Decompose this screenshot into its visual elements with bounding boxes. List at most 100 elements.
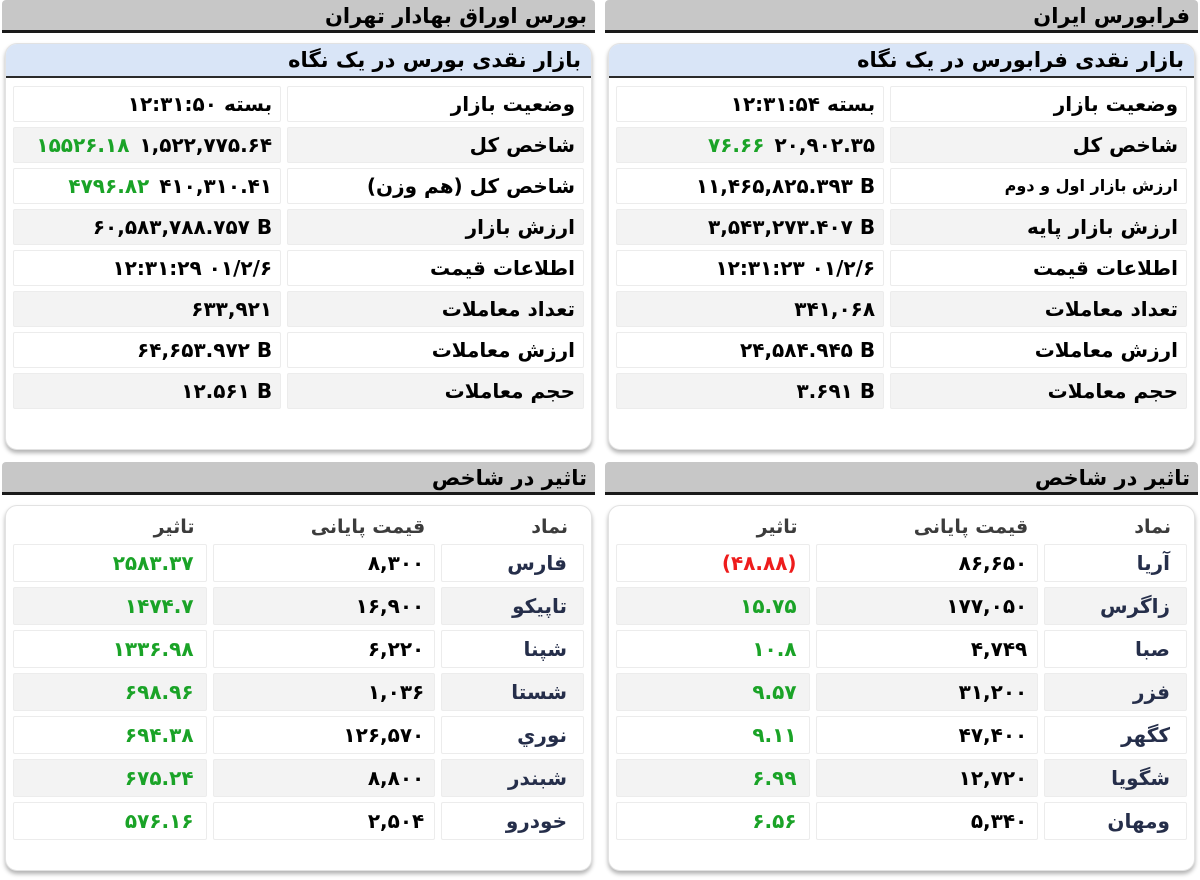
row-label: اطلاعات قیمت	[890, 250, 1187, 286]
symbol-link[interactable]: زاگرس	[1044, 587, 1187, 625]
impact-row: آریا ۸۶,۶۵۰ (۴۸.۸۸)	[616, 544, 1187, 582]
impact-row: ومهان ۵,۳۴۰ ۶.۵۶	[616, 802, 1187, 840]
summary-row: حجم معاملات ۳.۶۹۱ B	[616, 373, 1187, 409]
tse-summary-rows: وضعیت بازار ۱۲:۳۱:۵۰ بسته شاخص کل ۱۵۵۲۶.۱۸ ۱…	[6, 78, 591, 409]
closing-price: ۸,۳۰۰	[212, 544, 436, 582]
symbol-link[interactable]: ومهان	[1044, 802, 1187, 840]
summary-row: ارزش معاملات ۲۴,۵۸۴.۹۴۵ B	[616, 332, 1187, 368]
closing-price: ۴۷,۴۰۰	[815, 716, 1039, 754]
index-impact: ۱۵.۷۵	[616, 587, 810, 625]
row-value: ۱۲:۳۱:۲۹ ۰۱/۲/۶	[13, 250, 282, 286]
row-label: ارزش بازار پایه	[890, 209, 1187, 245]
index-impact: ۱۴۷۴.۷	[13, 587, 207, 625]
row-label: تعداد معاملات	[287, 291, 584, 327]
index-impact: ۶۷۵.۲۴	[13, 759, 207, 797]
summary-row: تعداد معاملات ۳۴۱,۰۶۸	[616, 291, 1187, 327]
summary-row: شاخص کل ۷۶.۶۶ ۲۰,۹۰۲.۳۵	[616, 127, 1187, 163]
row-value: ۱۲:۳۱:۲۳ ۰۱/۲/۶	[616, 250, 885, 286]
index-change: ۷۶.۶۶	[708, 133, 765, 157]
closing-price: ۱۷۷,۰۵۰	[815, 587, 1039, 625]
summary-row: ارزش بازار ۶۰,۵۸۳,۷۸۸.۷۵۷ B	[13, 209, 584, 245]
closing-price: ۴,۷۴۹	[815, 630, 1039, 668]
ifb-column: فرابورس ایران بازار نقدی فرابورس در یک ن…	[605, 0, 1198, 871]
column-header-symbol: نماد	[531, 516, 568, 538]
impact-row: فارس ۸,۳۰۰ ۲۵۸۳.۳۷	[13, 544, 584, 582]
ifb-summary-title: بازار نقدی فرابورس در یک نگاه	[609, 44, 1194, 78]
row-value: ۱۲:۳۱:۵۴ بسته	[616, 86, 885, 122]
row-label: حجم معاملات	[287, 373, 584, 409]
symbol-link[interactable]: فارس	[441, 544, 584, 582]
closing-price: ۱۲,۷۲۰	[815, 759, 1039, 797]
row-value: ۱۱,۴۶۵,۸۲۵.۳۹۳ B	[616, 168, 885, 204]
ifb-summary-card: بازار نقدی فرابورس در یک نگاه وضعیت بازا…	[608, 43, 1195, 450]
index-impact: ۲۵۸۳.۳۷	[13, 544, 207, 582]
summary-row: تعداد معاملات ۶۳۳,۹۲۱	[13, 291, 584, 327]
index-impact: ۶۹۸.۹۶	[13, 673, 207, 711]
symbol-link[interactable]: کگهر	[1044, 716, 1187, 754]
tse-impact-section-bar: تاثیر در شاخص	[2, 462, 595, 495]
tse-summary-title: بازار نقدی بورس در یک نگاه	[6, 44, 591, 78]
column-header-impact: تاثیر	[756, 516, 798, 538]
impact-row: شبندر ۸,۸۰۰ ۶۷۵.۲۴	[13, 759, 584, 797]
ifb-impact-header-row: نماد قیمت پایانی تاثیر	[616, 514, 1187, 540]
row-value: ۱۵۵۲۶.۱۸ ۱,۵۲۲,۷۷۵.۶۴	[13, 127, 282, 163]
index-value: ۱,۵۲۲,۷۷۵.۶۴	[139, 133, 273, 157]
row-label: اطلاعات قیمت	[287, 250, 584, 286]
index-value: ۲۰,۹۰۲.۳۵	[774, 133, 876, 157]
row-value: ۷۶.۶۶ ۲۰,۹۰۲.۳۵	[616, 127, 885, 163]
row-label: وضعیت بازار	[287, 86, 584, 122]
index-impact: ۱۰.۸	[616, 630, 810, 668]
closing-price: ۶,۲۲۰	[212, 630, 436, 668]
row-label: حجم معاملات	[890, 373, 1187, 409]
summary-row: شاخص کل ۱۵۵۲۶.۱۸ ۱,۵۲۲,۷۷۵.۶۴	[13, 127, 584, 163]
impact-row: خودرو ۲,۵۰۴ ۵۷۶.۱۶	[13, 802, 584, 840]
row-value: ۱۲:۳۱:۵۰ بسته	[13, 86, 282, 122]
symbol-link[interactable]: فزر	[1044, 673, 1187, 711]
row-label: شاخص کل	[287, 127, 584, 163]
summary-row: اطلاعات قیمت ۱۲:۳۱:۲۳ ۰۱/۲/۶	[616, 250, 1187, 286]
index-impact: (۴۸.۸۸)	[616, 544, 810, 582]
symbol-link[interactable]: شگویا	[1044, 759, 1187, 797]
index-impact: ۶۹۴.۳۸	[13, 716, 207, 754]
closing-price: ۲,۵۰۴	[212, 802, 436, 840]
symbol-link[interactable]: خودرو	[441, 802, 584, 840]
impact-row: شگویا ۱۲,۷۲۰ ۶.۹۹	[616, 759, 1187, 797]
row-label: تعداد معاملات	[890, 291, 1187, 327]
row-label: ارزش بازار اول و دوم	[890, 168, 1187, 204]
closing-price: ۱۲۶,۵۷۰	[212, 716, 436, 754]
row-label: شاخص کل	[890, 127, 1187, 163]
summary-row: وضعیت بازار ۱۲:۳۱:۵۴ بسته	[616, 86, 1187, 122]
impact-row: شستا ۱,۰۳۶ ۶۹۸.۹۶	[13, 673, 584, 711]
impact-row: زاگرس ۱۷۷,۰۵۰ ۱۵.۷۵	[616, 587, 1187, 625]
symbol-link[interactable]: شستا	[441, 673, 584, 711]
symbol-link[interactable]: نوري	[441, 716, 584, 754]
closing-price: ۸,۸۰۰	[212, 759, 436, 797]
closing-price: ۵,۳۴۰	[815, 802, 1039, 840]
symbol-link[interactable]: شبندر	[441, 759, 584, 797]
symbol-link[interactable]: صبا	[1044, 630, 1187, 668]
ifb-impact-rows: آریا ۸۶,۶۵۰ (۴۸.۸۸) زاگرس ۱۷۷,۰۵۰ ۱۵.۷۵ صبا ۴,۷…	[616, 544, 1187, 840]
row-value: ۶۰,۵۸۳,۷۸۸.۷۵۷ B	[13, 209, 282, 245]
symbol-link[interactable]: شپنا	[441, 630, 584, 668]
index-impact: ۵۷۶.۱۶	[13, 802, 207, 840]
row-value: ۶۳۳,۹۲۱	[13, 291, 282, 327]
row-value: ۶۴,۶۵۳.۹۷۲ B	[13, 332, 282, 368]
tse-column: بورس اوراق بهادار تهران بازار نقدی بورس …	[2, 0, 595, 871]
row-value: ۱۲.۵۶۱ B	[13, 373, 282, 409]
column-header-closing-price: قیمت پایانی	[310, 516, 426, 538]
symbol-link[interactable]: تاپیکو	[441, 587, 584, 625]
impact-row: فزر ۳۱,۲۰۰ ۹.۵۷	[616, 673, 1187, 711]
summary-row: وضعیت بازار ۱۲:۳۱:۵۰ بسته	[13, 86, 584, 122]
closing-price: ۳۱,۲۰۰	[815, 673, 1039, 711]
closing-price: ۱۶,۹۰۰	[212, 587, 436, 625]
symbol-link[interactable]: آریا	[1044, 544, 1187, 582]
row-value: ۲۴,۵۸۴.۹۴۵ B	[616, 332, 885, 368]
row-value: ۳,۵۴۳,۲۷۳.۴۰۷ B	[616, 209, 885, 245]
impact-row: شپنا ۶,۲۲۰ ۱۳۳۶.۹۸	[13, 630, 584, 668]
ifb-summary-rows: وضعیت بازار ۱۲:۳۱:۵۴ بسته شاخص کل ۷۶.۶۶ ۲۰,۹…	[609, 78, 1194, 409]
tse-header-bar: بورس اوراق بهادار تهران	[2, 0, 595, 33]
impact-row: تاپیکو ۱۶,۹۰۰ ۱۴۷۴.۷	[13, 587, 584, 625]
row-value: ۳۴۱,۰۶۸	[616, 291, 885, 327]
market-status: بسته	[826, 92, 876, 116]
